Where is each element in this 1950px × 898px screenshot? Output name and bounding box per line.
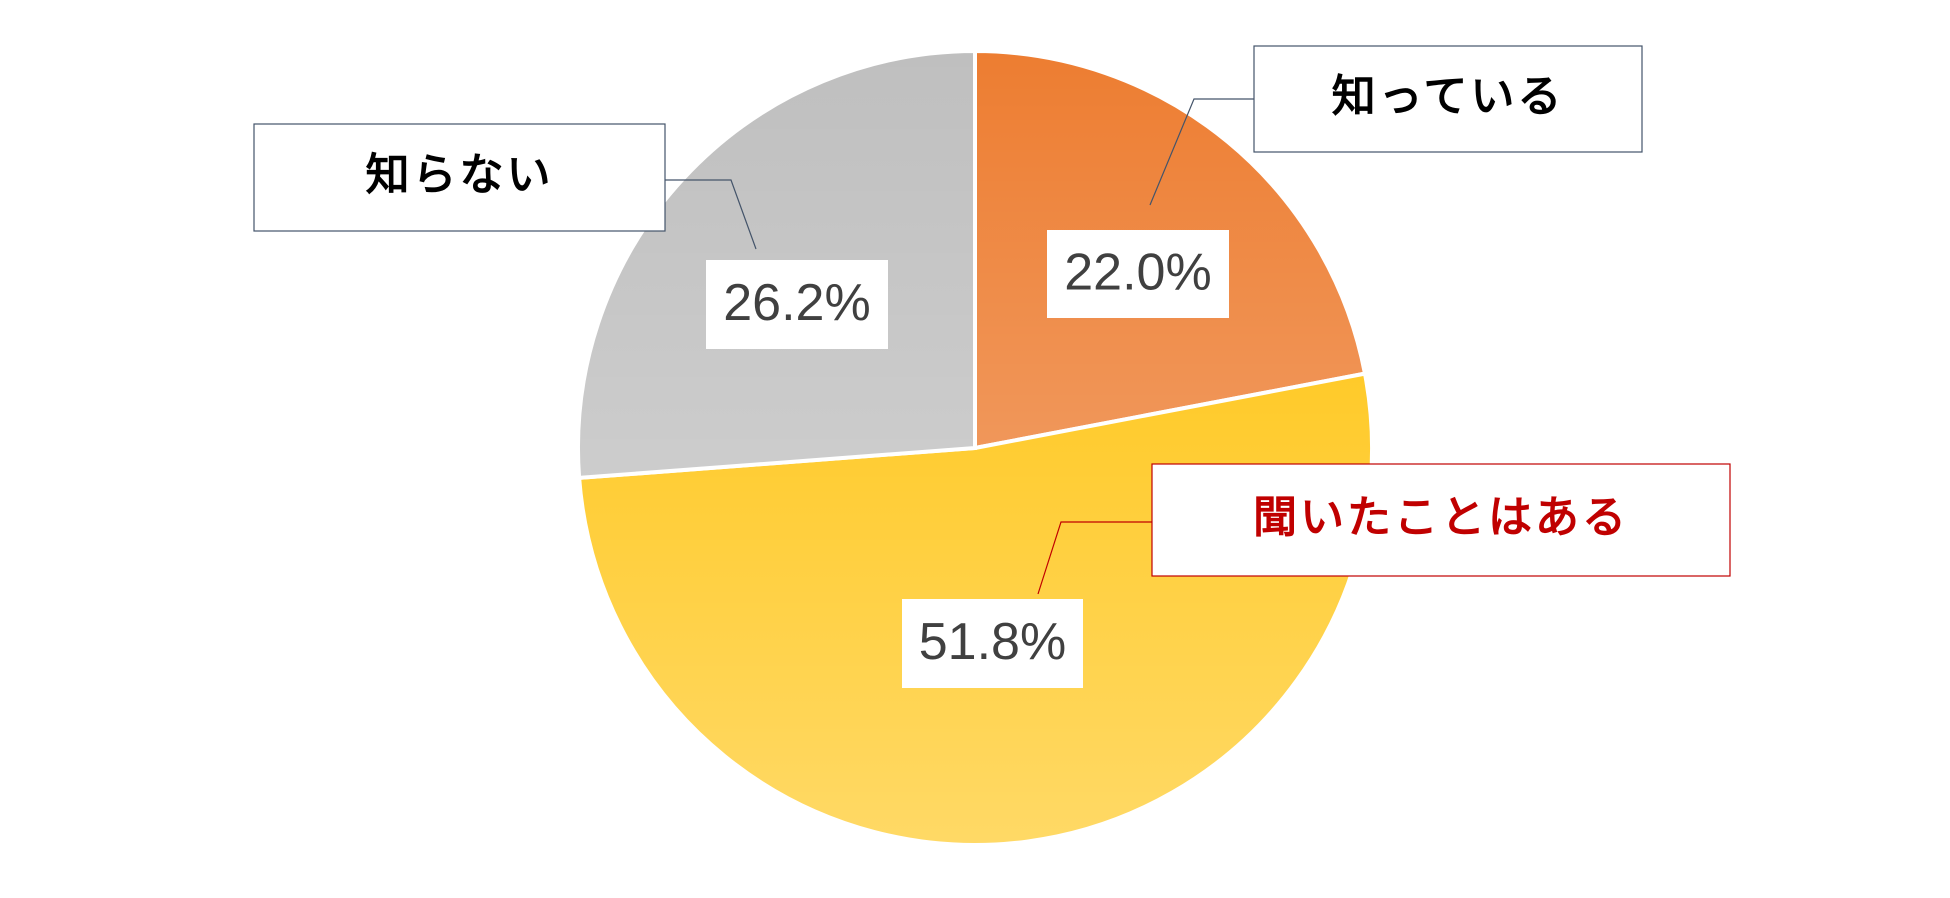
value-label-box: [1047, 230, 1229, 318]
leader-line: [1149, 98, 1254, 206]
category-label: 聞いたことはある: [1253, 492, 1629, 543]
value-label-box: [706, 260, 888, 349]
category-label-box: [1253, 45, 1643, 153]
pie: [576, 48, 1374, 847]
leader-line: [1037, 521, 1152, 595]
value-label: 22.0%: [1064, 244, 1211, 302]
value-label: 51.8%: [919, 613, 1066, 671]
category-label: 知らない: [366, 150, 554, 201]
value-label: 26.2%: [723, 274, 870, 332]
category-label: 知っている: [1332, 71, 1565, 122]
category-label-box: [253, 123, 666, 232]
labels: 22.0% 知っている 51.8% 聞いたことはある 26.2% 知らない: [253, 45, 1731, 688]
leader-line: [665, 179, 757, 250]
value-label-box: [902, 599, 1083, 688]
category-label-box: [1151, 463, 1731, 577]
